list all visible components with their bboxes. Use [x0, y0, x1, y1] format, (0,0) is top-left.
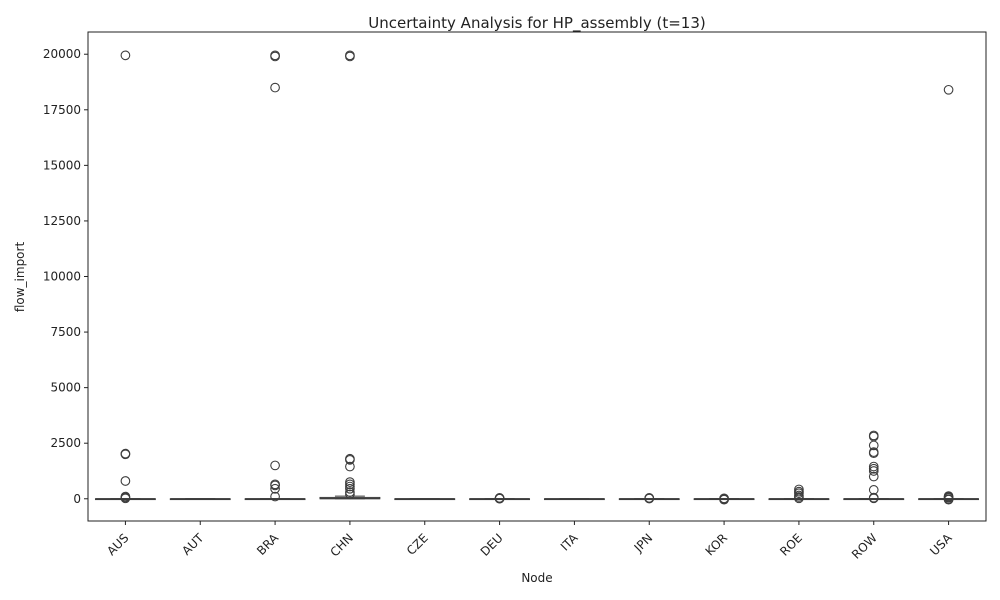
outlier-point: [868, 466, 879, 476]
outlier-point: [120, 476, 131, 486]
x-axis-label: Node: [521, 571, 552, 585]
plot-frame: [87, 31, 987, 522]
y-tick-label: 10000: [43, 270, 81, 284]
y-tick-label: 17500: [43, 103, 81, 117]
y-axis-label: flow_import: [13, 242, 27, 313]
y-tick-label: 20000: [43, 47, 81, 61]
outlier-point: [120, 493, 131, 504]
outlier-point: [270, 491, 280, 502]
outlier-point: [868, 493, 879, 504]
outlier-point: [345, 483, 355, 494]
y-tick-label: 12500: [43, 214, 81, 228]
outlier-point: [270, 480, 280, 491]
outlier-point: [345, 51, 355, 62]
chart-title: Uncertainty Analysis for HP_assembly (t=…: [368, 14, 705, 33]
outlier-point: [719, 494, 729, 505]
outlier-point: [345, 461, 355, 472]
y-tick-label: 2500: [50, 436, 81, 450]
outlier-point: [270, 483, 280, 494]
outlier-point: [943, 494, 954, 505]
y-tick-label: 5000: [50, 381, 81, 395]
outlier-point: [345, 489, 355, 500]
outlier-point: [270, 460, 280, 471]
y-tick-label: 7500: [50, 325, 81, 339]
outlier-point: [120, 50, 131, 61]
outlier-point: [868, 448, 879, 459]
y-tick-label: 0: [73, 492, 81, 506]
outlier-point: [943, 84, 954, 95]
y-tick-label: 15000: [43, 158, 81, 172]
outlier-point: [868, 440, 879, 451]
outlier-point: [120, 448, 131, 459]
outlier-point: [644, 493, 655, 504]
outlier-point: [345, 455, 355, 465]
outlier-point: [794, 493, 804, 504]
outlier-point: [270, 82, 280, 93]
outlier-point: [868, 471, 879, 482]
outlier-point: [494, 493, 505, 504]
outlier-point: [270, 51, 280, 62]
